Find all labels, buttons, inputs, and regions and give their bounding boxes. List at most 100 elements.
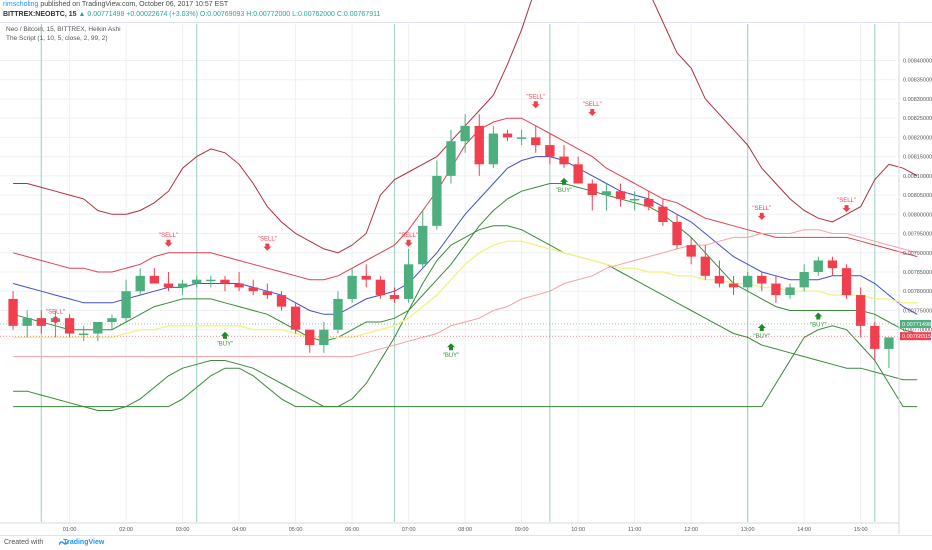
x-tick-label: 10:00 — [571, 527, 585, 533]
last-price: 0.00771498 — [87, 11, 125, 18]
candle-bull — [743, 275, 753, 288]
candle-bear — [700, 256, 710, 276]
candle-bull — [432, 175, 442, 226]
candle-bear — [36, 318, 46, 326]
x-tick-label: 02:00 — [119, 527, 133, 533]
buy-arrow-icon — [220, 331, 229, 339]
candle-bull — [785, 287, 795, 296]
x-tick-label: 14:00 — [797, 527, 811, 533]
sell-signal-label: "SELL" — [526, 94, 545, 100]
buy-arrow-icon — [814, 312, 823, 320]
publish-line: rimscholing published on TradingView.com… — [3, 1, 228, 8]
y-tick-label: 0.00830000 — [903, 97, 932, 103]
candle-bull — [446, 141, 456, 176]
series-line-pink-line — [13, 229, 918, 358]
sell-signal-label: "SELL" — [752, 206, 771, 212]
candle-bull — [177, 283, 188, 288]
y-tick-label: 0.00800000 — [903, 212, 932, 218]
price-tag — [900, 319, 931, 328]
publish-header: rimscholing published on TradingView.com… — [0, 0, 932, 23]
sell-arrow-icon — [757, 212, 766, 220]
candle-bull — [460, 125, 470, 142]
x-tick-label: 07:00 — [402, 527, 416, 533]
author-link[interactable]: rimscholing — [3, 1, 39, 8]
x-tick-label: 01:00 — [63, 527, 77, 533]
tradingview-logo-icon — [59, 540, 68, 546]
price-tag-label: 0.00768315 — [902, 334, 931, 340]
candle-bull — [403, 264, 414, 299]
x-tick-label: 09:00 — [515, 527, 529, 533]
buy-arrow-icon — [560, 177, 569, 185]
y-tick-label: 0.00835000 — [903, 78, 932, 84]
candle-bull — [93, 322, 103, 334]
series-line-yellow-line — [13, 240, 918, 339]
buy-signal-label: "BUY" — [810, 322, 827, 328]
sell-signal-label: "SELL" — [46, 310, 65, 316]
x-tick-label: 08:00 — [458, 527, 472, 533]
sell-arrow-icon — [588, 109, 597, 116]
buy-signal-label: "BUY" — [217, 342, 234, 348]
candle-bear — [220, 279, 230, 284]
candle-bear — [8, 298, 18, 326]
candle-bull — [813, 260, 823, 272]
y-tick-label: 0.00840000 — [903, 58, 932, 64]
candle-bull — [488, 133, 499, 165]
candle-bear — [757, 275, 767, 284]
candle-bear — [305, 329, 315, 346]
x-tick-label: 13:00 — [741, 527, 755, 533]
candle-bear — [262, 291, 273, 296]
series-line-lower-deep-band — [13, 325, 918, 408]
candle-bear — [686, 245, 696, 257]
y-tick-label: 0.00810000 — [903, 174, 932, 180]
y-tick-label: 0.00785000 — [903, 270, 932, 276]
price-tag — [900, 332, 931, 341]
candle-bear — [827, 260, 838, 269]
candle-bull — [516, 137, 527, 139]
candle-bear — [841, 268, 852, 296]
footer-text: Created with TradingView — [4, 539, 104, 546]
sell-arrow-icon — [51, 316, 60, 324]
candle-bear — [672, 222, 682, 246]
candle-bull — [333, 298, 343, 330]
series-line-lower-band — [12, 183, 918, 342]
candle-bull — [206, 279, 216, 282]
candle-bear — [587, 183, 597, 196]
ohlc-values: O:0.00769093 H:0.00772000 L:0.00762000 C… — [199, 11, 381, 18]
series-line-middle-band — [12, 156, 918, 315]
sell-arrow-icon — [404, 239, 413, 247]
candle-bear — [856, 295, 866, 326]
candle-bear — [163, 283, 174, 288]
sell-signal-label: "SELL" — [159, 233, 178, 239]
x-tick-label: 04:00 — [232, 527, 246, 533]
candle-bear — [573, 164, 583, 184]
x-tick-label: 15:00 — [854, 527, 868, 533]
sell-arrow-icon — [263, 243, 272, 251]
candle-bear — [375, 279, 386, 296]
candle-bull — [418, 225, 428, 265]
candle-bear — [771, 283, 781, 296]
x-tick-label: 11:00 — [628, 527, 641, 533]
footer: Created with TradingView — [0, 535, 932, 550]
y-tick-label: 0.00795000 — [903, 232, 932, 238]
price-change: +0.00022674 (+3.03%) — [126, 11, 198, 18]
candle-bear — [658, 206, 668, 222]
candle-bear — [559, 156, 569, 165]
candle-bull — [107, 318, 117, 322]
y-tick-label: 0.00820000 — [903, 135, 932, 141]
buy-signal-label: "BUY" — [443, 353, 460, 359]
y-tick-label: 0.00780000 — [903, 289, 932, 295]
candle-bear — [474, 125, 484, 165]
candle-bull — [601, 191, 612, 196]
published-text: published on TradingView.com, October 06… — [40, 1, 229, 8]
y-tick-label: 0.00815000 — [903, 155, 932, 161]
buy-arrow-icon — [757, 324, 766, 331]
candle-bull — [135, 275, 145, 292]
tradingview-brand[interactable]: TradingView — [63, 539, 105, 546]
candle-bear — [502, 133, 513, 138]
symbol-line: BITTREX:NEOBTC, 15 ▲ 0.00771498 +0.00022… — [3, 11, 380, 18]
sell-arrow-icon — [531, 101, 540, 109]
candle-bull — [319, 329, 329, 346]
candle-bear — [361, 275, 371, 280]
